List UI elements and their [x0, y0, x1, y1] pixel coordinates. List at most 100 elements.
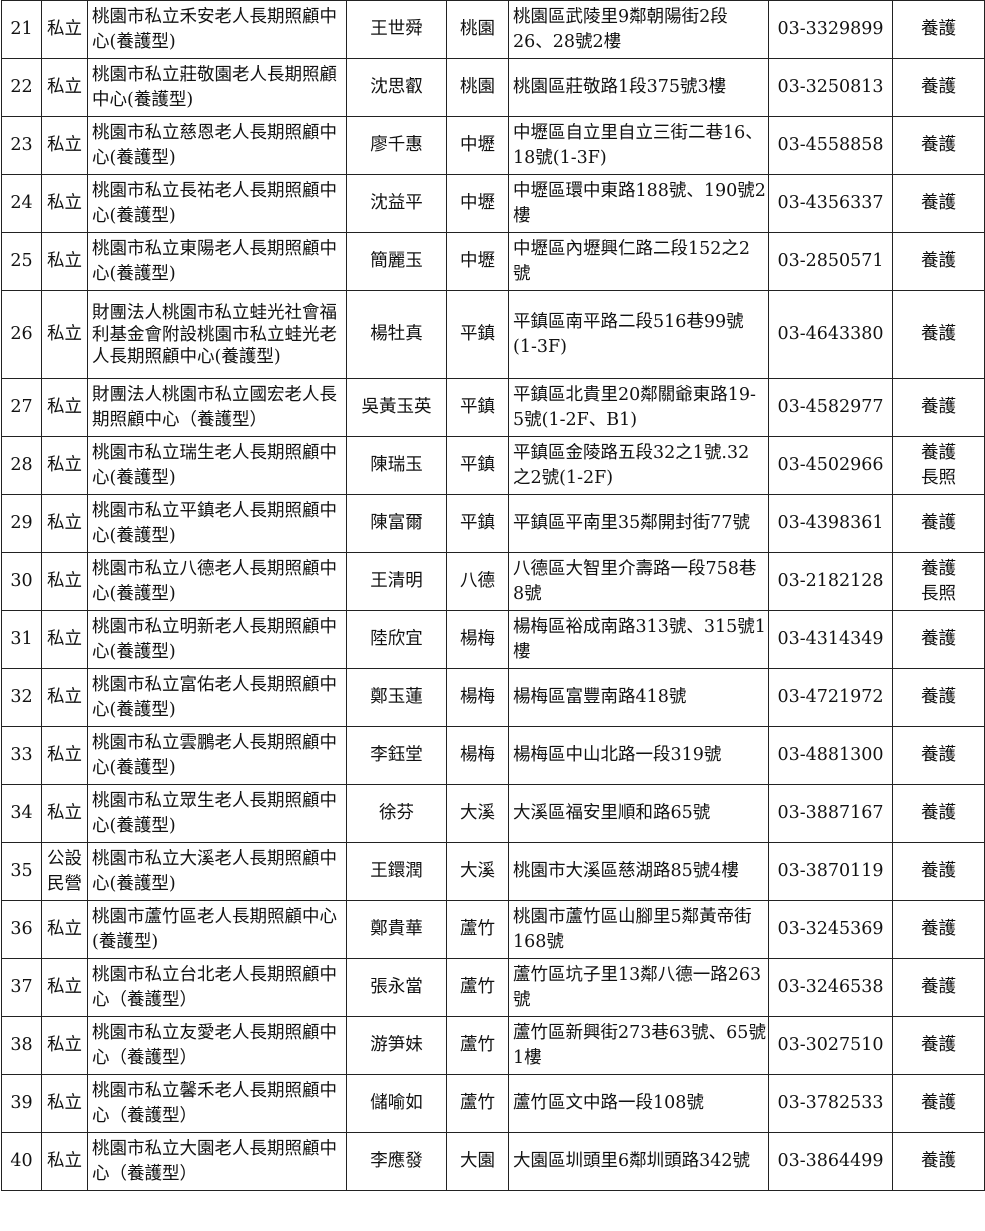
phone-number: 03-3329899 [768, 0, 893, 59]
row-number: 24 [1, 174, 42, 233]
address: 平鎮區平南里35鄰開封街77號 [508, 494, 769, 553]
address-text: 中壢區自立里自立三街二巷16、18號(1-3F) [513, 122, 763, 168]
care-category: 養護 [892, 610, 985, 669]
facility-name: 桃園市私立瑞生老人長期照顧中心(養護型) [87, 436, 347, 495]
care-category-text: 養護 長照 [921, 442, 956, 488]
phone-number-text: 03-4721972 [777, 687, 884, 707]
address-text: 中壢區環中東路188號、190號2樓 [513, 180, 766, 226]
address: 大溪區福安里順和路65號 [508, 784, 769, 843]
row-number-text: 24 [10, 193, 33, 213]
address-text: 平鎮區金陵路五段32之1號.32之2號(1-2F) [513, 442, 750, 488]
phone-number: 03-2182128 [768, 552, 893, 611]
district: 桃園 [446, 0, 509, 59]
person-in-charge-text: 鄭玉蓮 [370, 687, 423, 707]
district: 中壢 [446, 232, 509, 291]
facility-name-text: 桃園市私立平鎮老人長期照顧中心(養護型) [92, 500, 337, 546]
row-number-text: 34 [10, 803, 33, 823]
person-in-charge-text: 王世舜 [370, 19, 423, 39]
facility-name: 桃園市蘆竹區老人長期照顧中心(養護型) [87, 900, 347, 959]
district: 八德 [446, 552, 509, 611]
row-number: 27 [1, 378, 42, 437]
facility-name-text: 桃園市私立禾安老人長期照顧中心(養護型) [92, 6, 337, 52]
facility-name-text: 桃園市私立大溪老人長期照顧中心(養護型) [92, 848, 337, 894]
person-in-charge: 沈益平 [346, 174, 447, 233]
address-text: 平鎮區平南里35鄰開封街77號 [513, 513, 751, 533]
phone-number-text: 03-4558858 [777, 135, 884, 155]
district-text: 桃園 [460, 77, 495, 97]
district-text: 中壢 [460, 251, 495, 271]
facility-table: 21 私立 桃園市私立禾安老人長期照顧中心(養護型) 王世舜 桃園 桃園區武陵里9鄰朝陽街… [1, 0, 985, 1191]
care-category: 養護 [892, 174, 985, 233]
person-in-charge-text: 廖千惠 [370, 135, 423, 155]
facility-name-text: 桃園市私立大園老人長期照顧中心（養護型） [92, 1138, 337, 1184]
phone-number-text: 03-3870119 [777, 861, 884, 881]
phone-number: 03-4502966 [768, 436, 893, 495]
row-number: 25 [1, 232, 42, 291]
facility-name-text: 財團法人桃園市私立國宏老人長期照顧中心（養護型） [92, 384, 337, 430]
ownership-type-text: 私立 [47, 251, 82, 271]
address: 桃園區莊敬路1段375號3樓 [508, 58, 769, 117]
facility-name-text: 桃園市私立明新老人長期照顧中心(養護型) [92, 616, 337, 662]
ownership-type-text: 私立 [47, 1093, 82, 1113]
person-in-charge-text: 徐芬 [379, 803, 414, 823]
care-category-text: 養護 [921, 629, 956, 649]
ownership-type: 私立 [41, 784, 88, 843]
table-row: 38 私立 桃園市私立友愛老人長期照顧中心（養護型） 游笋妹 蘆竹 蘆竹區新興街273巷6… [1, 1016, 985, 1075]
table-row: 29 私立 桃園市私立平鎮老人長期照顧中心(養護型) 陳富爾 平鎮 平鎮區平南里35鄰開封… [1, 494, 985, 553]
phone-number: 03-2850571 [768, 232, 893, 291]
address: 大園區圳頭里6鄰圳頭路342號 [508, 1132, 769, 1191]
person-in-charge: 游笋妹 [346, 1016, 447, 1075]
address-text: 平鎮區南平路二段516巷99號(1-3F) [513, 311, 744, 357]
ownership-type-text: 私立 [47, 135, 82, 155]
address: 平鎮區金陵路五段32之1號.32之2號(1-2F) [508, 436, 769, 495]
care-category: 養護 [892, 1074, 985, 1133]
table-row: 37 私立 桃園市私立台北老人長期照顧中心（養護型） 張永當 蘆竹 蘆竹區坑子里13鄰八德… [1, 958, 985, 1017]
address: 蘆竹區新興街273巷63號、65號1樓 [508, 1016, 769, 1075]
row-number-text: 22 [10, 77, 33, 97]
person-in-charge: 陳瑞玉 [346, 436, 447, 495]
care-category-text: 養護 [921, 803, 956, 823]
facility-name: 桃園市私立慈恩老人長期照顧中心(養護型) [87, 116, 347, 175]
facility-name-text: 桃園市私立富佑老人長期照顧中心(養護型) [92, 674, 337, 720]
phone-number-text: 03-4314349 [777, 629, 884, 649]
address: 楊梅區裕成南路313號、315號1樓 [508, 610, 769, 669]
person-in-charge-text: 簡麗玉 [370, 251, 423, 271]
phone-number: 03-3250813 [768, 58, 893, 117]
table-body: 21 私立 桃園市私立禾安老人長期照顧中心(養護型) 王世舜 桃園 桃園區武陵里9鄰朝陽街… [1, 0, 985, 1191]
ownership-type: 私立 [41, 494, 88, 553]
district-text: 平鎮 [460, 324, 495, 344]
phone-number-text: 03-3027510 [777, 1035, 884, 1055]
district: 大溪 [446, 784, 509, 843]
row-number-text: 37 [10, 977, 33, 997]
row-number-text: 39 [10, 1093, 33, 1113]
phone-number: 03-4881300 [768, 726, 893, 785]
phone-number: 03-4721972 [768, 668, 893, 727]
row-number-text: 36 [10, 919, 33, 939]
phone-number-text: 03-3887167 [777, 803, 884, 823]
ownership-type: 私立 [41, 1016, 88, 1075]
table-row: 24 私立 桃園市私立長祐老人長期照顧中心(養護型) 沈益平 中壢 中壢區環中東路188號… [1, 174, 985, 233]
table-row: 27 私立 財團法人桃園市私立國宏老人長期照顧中心（養護型） 吳黃玉英 平鎮 平鎮區北貴里… [1, 378, 985, 437]
facility-name: 桃園市私立台北老人長期照顧中心（養護型） [87, 958, 347, 1017]
row-number: 22 [1, 58, 42, 117]
phone-number: 03-4398361 [768, 494, 893, 553]
district-text: 大溪 [460, 861, 495, 881]
district-text: 中壢 [460, 193, 495, 213]
district: 中壢 [446, 174, 509, 233]
phone-number-text: 03-4643380 [777, 324, 884, 344]
facility-name-text: 桃園市私立台北老人長期照顧中心（養護型） [92, 964, 337, 1010]
row-number-text: 23 [10, 135, 33, 155]
facility-name-text: 桃園市私立友愛老人長期照顧中心（養護型） [92, 1022, 337, 1068]
ownership-type: 私立 [41, 552, 88, 611]
row-number: 23 [1, 116, 42, 175]
district-text: 大園 [460, 1151, 495, 1171]
table-row: 32 私立 桃園市私立富佑老人長期照顧中心(養護型) 鄭玉蓮 楊梅 楊梅區富豐南路418號… [1, 668, 985, 727]
care-category-text: 養護 [921, 397, 956, 417]
ownership-type-text: 私立 [47, 687, 82, 707]
address: 蘆竹區文中路一段108號 [508, 1074, 769, 1133]
district-text: 平鎮 [460, 397, 495, 417]
ownership-type: 私立 [41, 174, 88, 233]
ownership-type-text: 私立 [47, 324, 82, 344]
row-number-text: 27 [10, 397, 33, 417]
row-number: 38 [1, 1016, 42, 1075]
